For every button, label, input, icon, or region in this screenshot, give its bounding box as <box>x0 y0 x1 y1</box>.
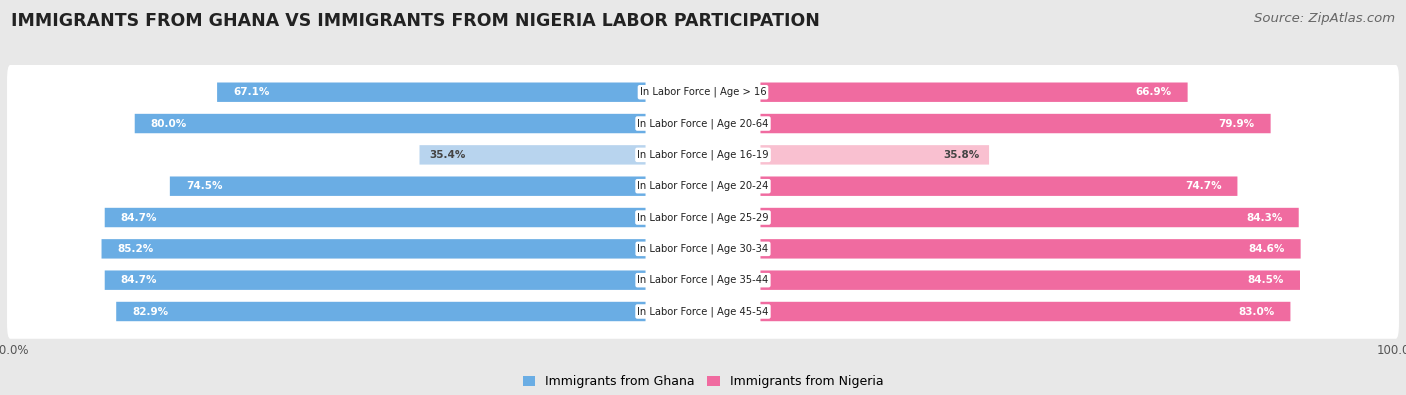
Legend: Immigrants from Ghana, Immigrants from Nigeria: Immigrants from Ghana, Immigrants from N… <box>517 371 889 393</box>
Text: In Labor Force | Age > 16: In Labor Force | Age > 16 <box>640 87 766 98</box>
Text: 84.6%: 84.6% <box>1249 244 1285 254</box>
Text: 85.2%: 85.2% <box>118 244 153 254</box>
Text: In Labor Force | Age 35-44: In Labor Force | Age 35-44 <box>637 275 769 286</box>
Text: 84.5%: 84.5% <box>1247 275 1284 285</box>
Text: 67.1%: 67.1% <box>233 87 270 97</box>
FancyBboxPatch shape <box>7 284 1399 339</box>
Text: 82.9%: 82.9% <box>132 307 169 316</box>
FancyBboxPatch shape <box>101 239 645 259</box>
FancyBboxPatch shape <box>419 145 645 165</box>
Text: 84.7%: 84.7% <box>121 275 157 285</box>
FancyBboxPatch shape <box>761 145 988 165</box>
FancyBboxPatch shape <box>217 83 645 102</box>
Text: In Labor Force | Age 16-19: In Labor Force | Age 16-19 <box>637 150 769 160</box>
Text: In Labor Force | Age 25-29: In Labor Force | Age 25-29 <box>637 212 769 223</box>
Text: In Labor Force | Age 45-54: In Labor Force | Age 45-54 <box>637 306 769 317</box>
Text: In Labor Force | Age 20-64: In Labor Force | Age 20-64 <box>637 118 769 129</box>
FancyBboxPatch shape <box>135 114 645 133</box>
FancyBboxPatch shape <box>761 83 1188 102</box>
Text: 80.0%: 80.0% <box>150 118 187 128</box>
FancyBboxPatch shape <box>7 128 1399 182</box>
FancyBboxPatch shape <box>761 239 1301 259</box>
Text: 66.9%: 66.9% <box>1136 87 1171 97</box>
Text: Source: ZipAtlas.com: Source: ZipAtlas.com <box>1254 12 1395 25</box>
FancyBboxPatch shape <box>761 271 1301 290</box>
Text: 35.4%: 35.4% <box>429 150 465 160</box>
Text: In Labor Force | Age 20-24: In Labor Force | Age 20-24 <box>637 181 769 192</box>
Text: 79.9%: 79.9% <box>1219 118 1254 128</box>
Text: 74.7%: 74.7% <box>1185 181 1222 191</box>
FancyBboxPatch shape <box>7 190 1399 245</box>
FancyBboxPatch shape <box>7 222 1399 276</box>
FancyBboxPatch shape <box>761 208 1299 227</box>
Text: In Labor Force | Age 30-34: In Labor Force | Age 30-34 <box>637 244 769 254</box>
FancyBboxPatch shape <box>761 114 1271 133</box>
FancyBboxPatch shape <box>117 302 645 321</box>
Text: 84.7%: 84.7% <box>121 213 157 222</box>
FancyBboxPatch shape <box>104 271 645 290</box>
FancyBboxPatch shape <box>170 177 645 196</box>
FancyBboxPatch shape <box>761 302 1291 321</box>
FancyBboxPatch shape <box>7 65 1399 119</box>
Text: 74.5%: 74.5% <box>186 181 222 191</box>
FancyBboxPatch shape <box>7 159 1399 213</box>
Text: 84.3%: 84.3% <box>1246 213 1282 222</box>
Text: 83.0%: 83.0% <box>1239 307 1274 316</box>
FancyBboxPatch shape <box>104 208 645 227</box>
FancyBboxPatch shape <box>761 177 1237 196</box>
Text: IMMIGRANTS FROM GHANA VS IMMIGRANTS FROM NIGERIA LABOR PARTICIPATION: IMMIGRANTS FROM GHANA VS IMMIGRANTS FROM… <box>11 12 820 30</box>
FancyBboxPatch shape <box>7 96 1399 151</box>
FancyBboxPatch shape <box>7 253 1399 307</box>
Text: 35.8%: 35.8% <box>943 150 980 160</box>
